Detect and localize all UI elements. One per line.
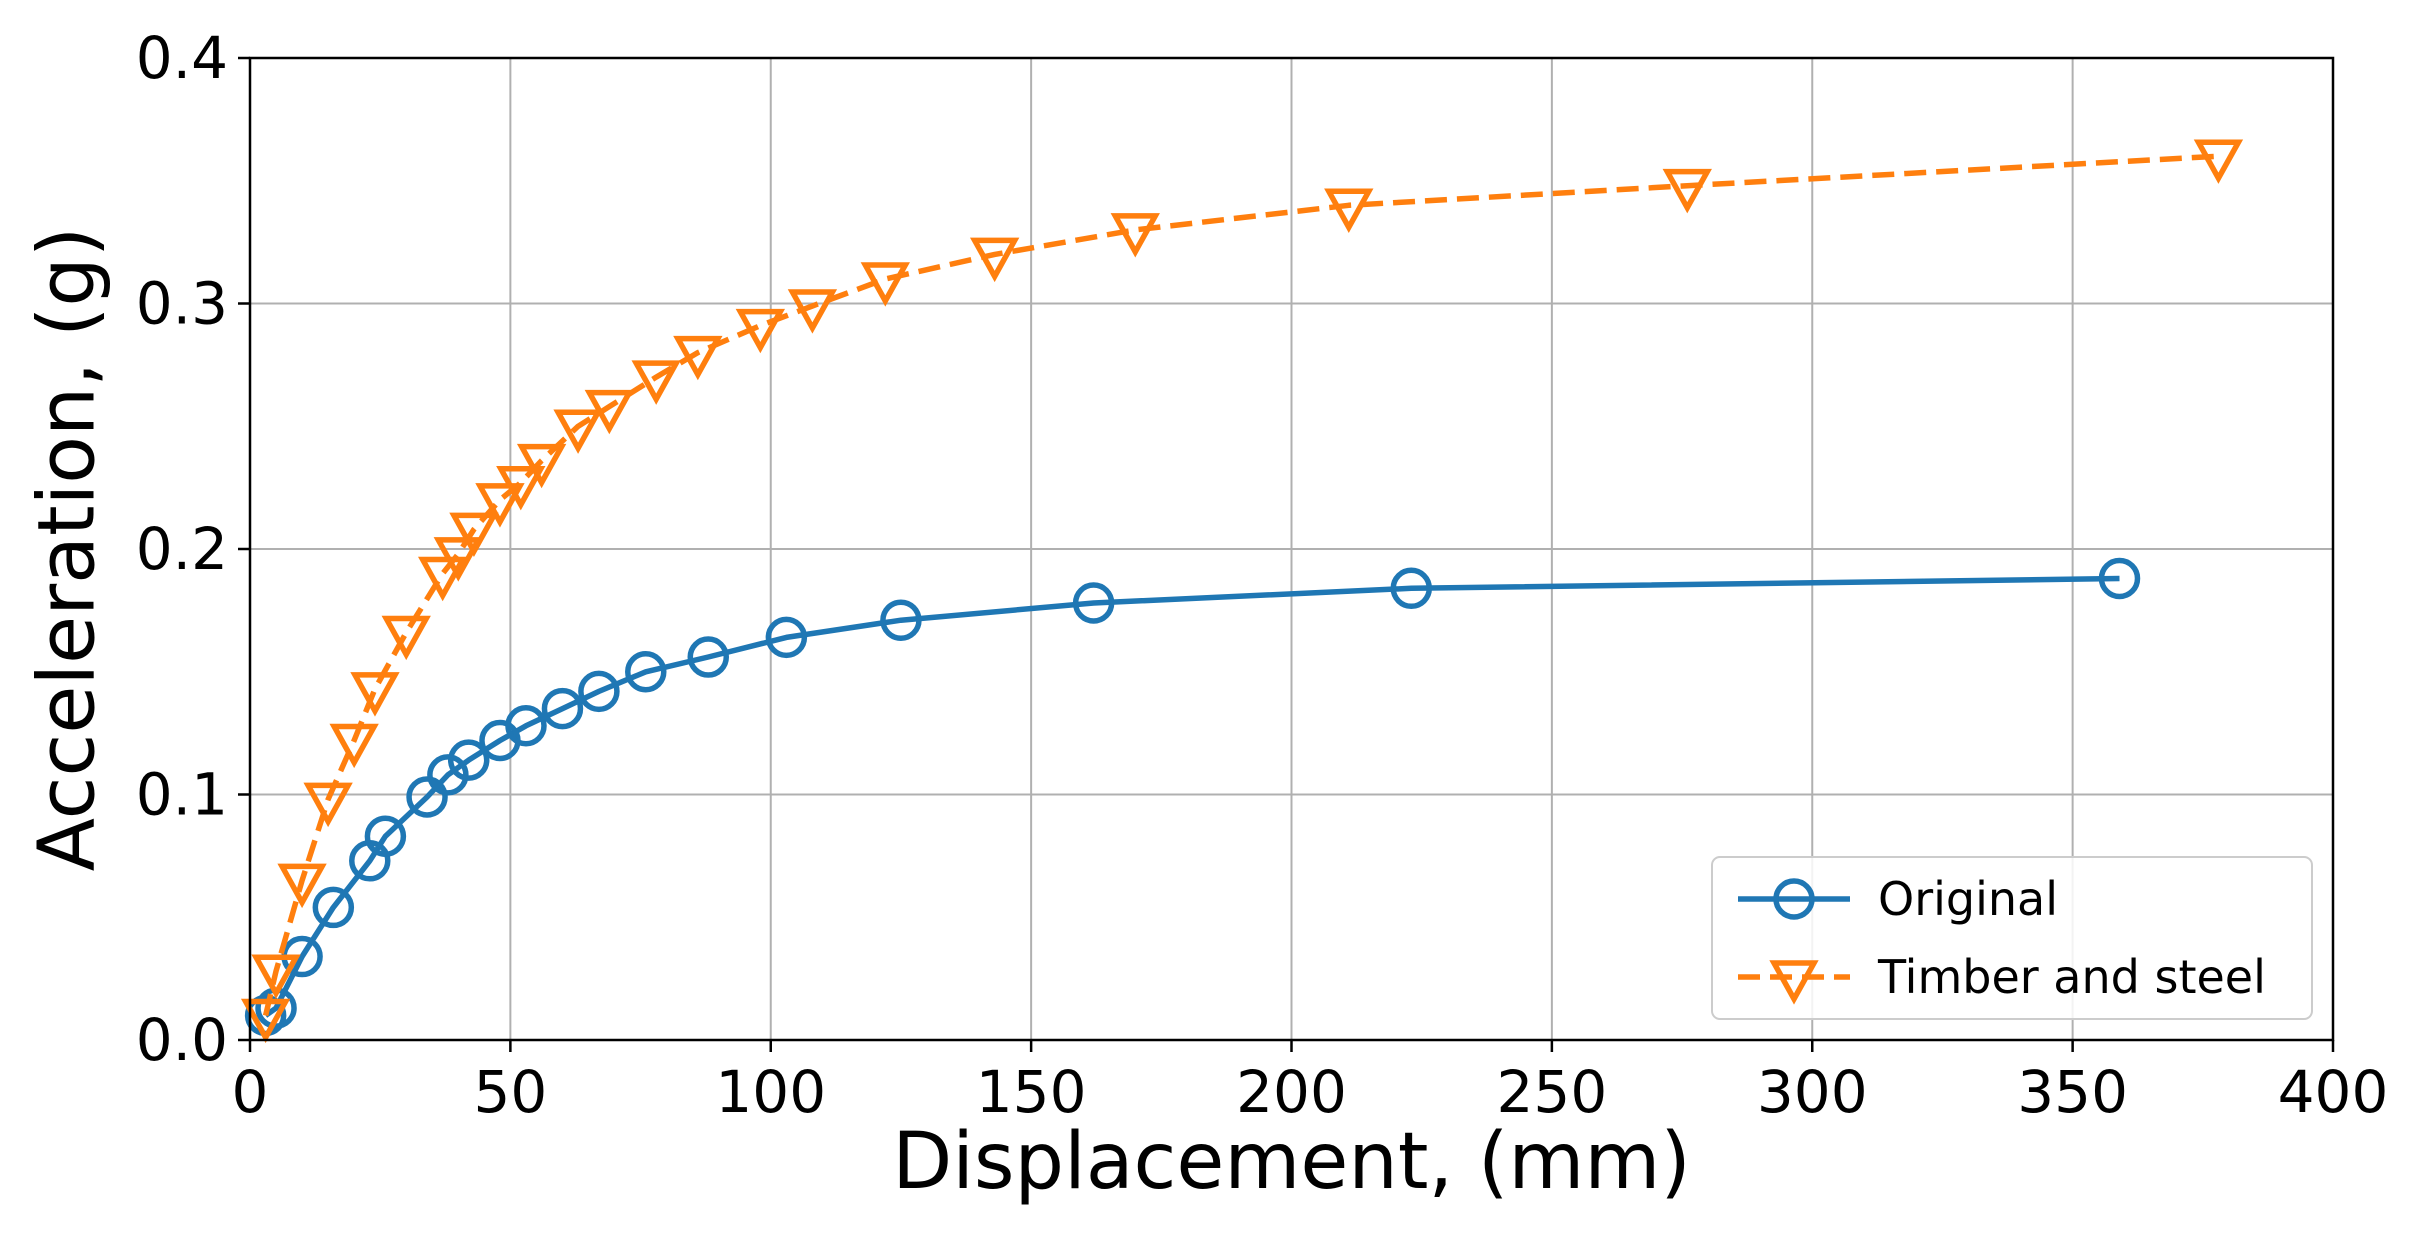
data-point-original — [364, 815, 407, 857]
y-tick-label: 0.2 — [136, 515, 228, 583]
data-point-timber-and-steel — [516, 443, 567, 489]
legend-marker — [1773, 878, 1815, 920]
x-tick-label: 50 — [473, 1058, 547, 1126]
data-point-timber-and-steel — [475, 483, 525, 528]
data-point-timber-and-steel — [496, 465, 546, 511]
series-original — [244, 557, 2141, 1037]
legend-item-original: Original — [1738, 872, 2058, 926]
data-point-timber-and-steel — [735, 308, 786, 354]
data-point-timber-and-steel — [303, 782, 353, 828]
legend-item-timber-and-steel: Timber and steel — [1738, 950, 2266, 1005]
x-tick-label: 200 — [1236, 1058, 1347, 1126]
y-tick-label: 0.0 — [136, 1006, 228, 1074]
x-tick-label: 300 — [1757, 1058, 1868, 1126]
data-point-timber-and-steel — [329, 723, 379, 769]
data-point-original — [578, 670, 620, 713]
x-axis-title: Displacement, (mm) — [892, 1117, 1691, 1207]
y-tick-label: 0.1 — [136, 761, 228, 829]
x-tick-label: 0 — [232, 1058, 269, 1126]
data-point-original — [1390, 567, 1433, 610]
data-point-original — [541, 687, 584, 730]
data-point-timber-and-steel — [433, 537, 483, 582]
data-point-timber-and-steel — [350, 672, 400, 717]
legend-box — [1711, 856, 2313, 1020]
legend-marker — [1769, 960, 1819, 1005]
y-tick-label: 0.3 — [136, 270, 228, 338]
data-point-timber-and-steel — [2193, 139, 2244, 184]
data-point-original — [1072, 582, 1115, 624]
x-tick-label: 350 — [2017, 1058, 2128, 1126]
data-point-timber-and-steel — [969, 237, 1020, 283]
data-point-timber-and-steel — [787, 289, 838, 334]
data-point-original — [765, 616, 808, 659]
series-line-timber-and-steel — [262, 153, 2219, 1017]
data-point-timber-and-steel — [673, 335, 723, 381]
data-point-timber-and-steel — [553, 409, 603, 454]
series-layer — [240, 139, 2244, 1044]
x-tick-label: 100 — [715, 1058, 826, 1126]
ticks: 0 50 100 150 200 250 300 350 400 0.0 0.1 0.2 0.3 0.4 — [136, 24, 2389, 1126]
data-point-timber-and-steel — [251, 954, 301, 999]
x-tick-label: 150 — [976, 1058, 1087, 1126]
data-point-original — [880, 599, 922, 641]
data-point-original — [447, 739, 490, 781]
data-point-original — [427, 754, 469, 796]
data-point-timber-and-steel — [240, 998, 291, 1044]
data-point-timber-and-steel — [418, 556, 468, 602]
legend-label: Timber and steel — [1877, 950, 2266, 1004]
data-point-original — [406, 776, 448, 818]
x-tick-label: 400 — [2278, 1058, 2389, 1126]
legend-label: Original — [1878, 872, 2058, 926]
data-point-original — [625, 651, 667, 693]
data-point-original — [687, 636, 730, 678]
data-point-timber-and-steel — [277, 863, 327, 909]
data-point-timber-and-steel — [860, 262, 910, 307]
data-point-timber-and-steel — [1324, 188, 1374, 233]
data-point-original — [2098, 557, 2141, 600]
data-point-timber-and-steel — [631, 360, 681, 405]
data-point-original — [312, 886, 355, 929]
series-timber-and-steel — [240, 139, 2244, 1044]
legend: Original Timber and steel — [1711, 856, 2313, 1020]
x-tick-label: 250 — [1497, 1058, 1608, 1126]
data-point-timber-and-steel — [1662, 168, 1712, 214]
data-point-timber-and-steel — [381, 615, 431, 661]
data-point-timber-and-steel — [584, 389, 634, 435]
data-point-timber-and-steel — [449, 512, 499, 558]
data-point-original — [505, 705, 547, 747]
y-axis-title: Acceleration, (g) — [22, 227, 112, 872]
y-tick-label: 0.4 — [136, 24, 228, 92]
data-point-timber-and-steel — [1110, 213, 1160, 258]
